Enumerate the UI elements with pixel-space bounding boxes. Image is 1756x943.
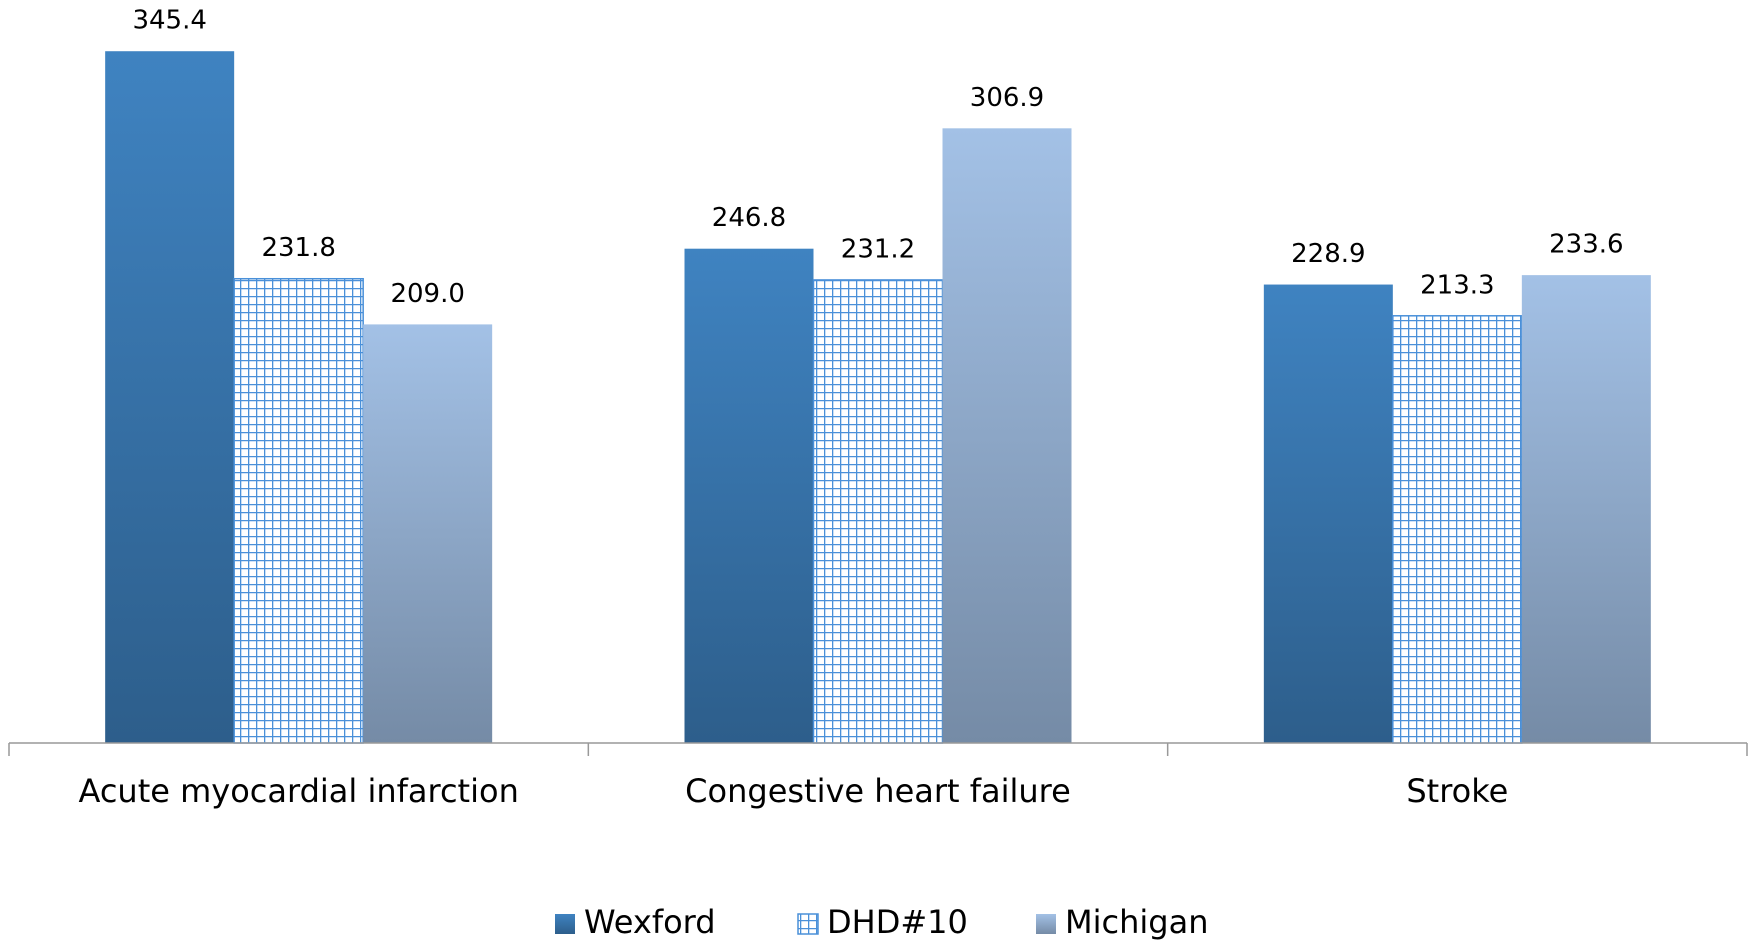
legend-label: DHD#10 xyxy=(827,903,968,941)
bar xyxy=(1392,315,1523,744)
value-label: 233.6 xyxy=(1549,230,1623,260)
x-tick-label: Acute myocardial infarction xyxy=(78,772,518,810)
value-label: 231.8 xyxy=(261,233,335,263)
bar xyxy=(942,128,1072,744)
bar xyxy=(363,324,493,743)
legend-swatch xyxy=(1036,914,1056,934)
x-tick-label: Congestive heart failure xyxy=(685,772,1071,810)
value-label: 345.4 xyxy=(132,6,206,36)
bar xyxy=(812,279,944,744)
value-label: 306.9 xyxy=(970,83,1044,113)
x-tick-label: Stroke xyxy=(1406,772,1508,810)
legend-swatch xyxy=(555,914,575,934)
bar xyxy=(684,248,814,743)
bar xyxy=(105,51,235,744)
legend-label: Michigan xyxy=(1065,903,1208,941)
value-label: 246.8 xyxy=(712,203,786,233)
value-label: 231.2 xyxy=(841,234,915,264)
legend-swatch xyxy=(797,913,819,935)
value-label: 209.0 xyxy=(390,279,464,309)
bar xyxy=(233,277,364,744)
bar xyxy=(1263,284,1393,743)
value-label: 228.9 xyxy=(1291,239,1365,269)
legend-label: Wexford xyxy=(584,903,716,941)
value-label: 213.3 xyxy=(1420,270,1494,300)
bar xyxy=(1521,275,1651,743)
